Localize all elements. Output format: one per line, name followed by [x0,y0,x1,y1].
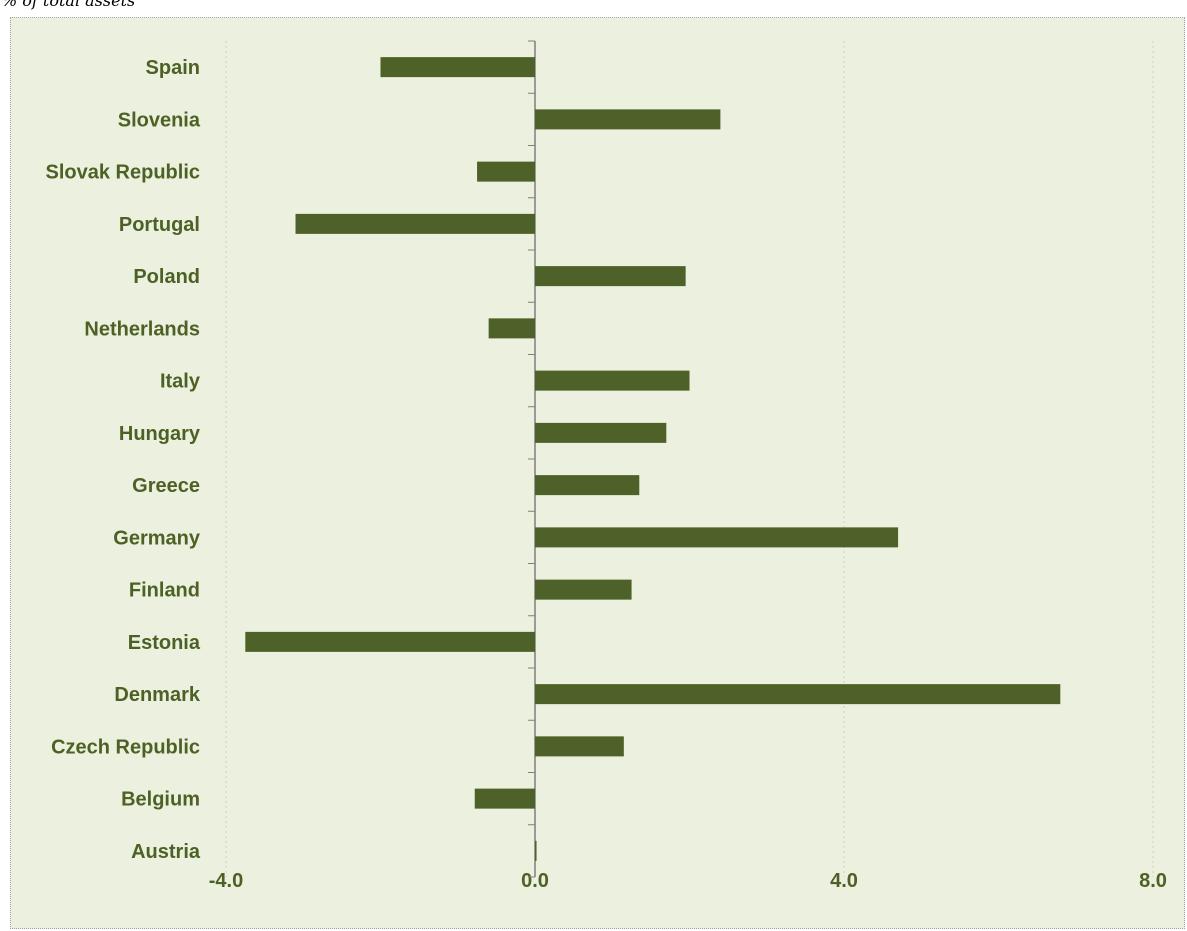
bar-germany [535,527,899,548]
plot-area [10,17,1185,929]
category-label: Poland [133,266,200,288]
category-label: Austria [131,841,201,863]
category-label: Netherlands [84,318,200,340]
bar-austria [535,840,537,861]
bar-belgium [474,788,535,809]
category-label: Denmark [114,684,200,706]
bar-hungary [535,422,667,443]
category-label: Czech Republic [51,736,200,758]
bar-estonia [245,631,535,652]
category-label: Germany [113,527,201,549]
x-tick-label: -4.0 [209,870,243,892]
bar-greece [535,475,640,496]
x-tick-label: 0.0 [521,870,549,892]
bar-poland [535,266,686,287]
unit-note: % of total assets [2,0,136,10]
category-label: Finland [129,580,200,602]
category-label: Greece [132,475,200,497]
category-label: Estonia [128,632,201,654]
bar-finland [535,579,632,600]
bar-italy [535,370,690,391]
category-label: Spain [146,57,200,79]
bar-czech-republic [535,736,624,757]
bar-denmark [535,684,1061,705]
category-label: Slovak Republic [46,162,201,184]
bar-portugal [295,213,535,234]
x-tick-label: 8.0 [1139,870,1167,892]
bar-slovak-republic [477,161,535,182]
category-label: Slovenia [118,109,201,131]
bar-netherlands [488,318,535,339]
category-label: Belgium [121,789,200,811]
category-label: Portugal [119,214,200,236]
x-tick-label: 4.0 [830,870,858,892]
bar-spain [380,57,535,78]
bar-slovenia [535,109,721,130]
category-label: Italy [160,371,201,393]
category-label: Hungary [119,423,201,445]
